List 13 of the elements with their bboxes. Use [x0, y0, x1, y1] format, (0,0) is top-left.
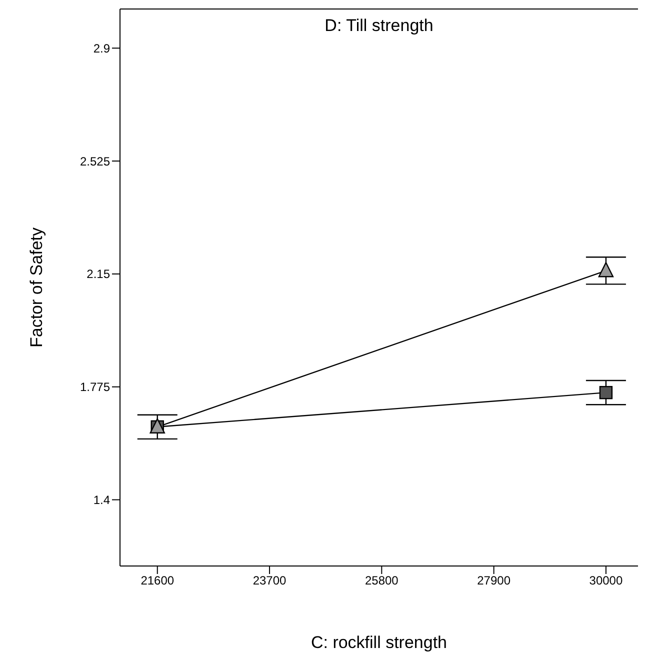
- y-tick-label: 1.4: [93, 493, 110, 508]
- chart-title: D: Till strength: [324, 16, 434, 36]
- y-axis-title: Factor of Safety: [27, 227, 46, 348]
- x-tick-label: 25800: [364, 574, 399, 588]
- x-tick-label: 21600: [140, 574, 174, 588]
- y-tick-label: 2.9: [93, 41, 110, 56]
- y-tick-label: 2.15: [86, 267, 110, 282]
- y-tick-label: 2.525: [80, 154, 110, 168]
- x-tick-label: 23700: [252, 574, 287, 588]
- x-axis-title: C: rockfill strength: [310, 633, 448, 652]
- y-tick-label: 1.775: [80, 380, 110, 394]
- x-tick-label: 30000: [589, 574, 623, 588]
- x-tick-label: 27900: [477, 574, 511, 588]
